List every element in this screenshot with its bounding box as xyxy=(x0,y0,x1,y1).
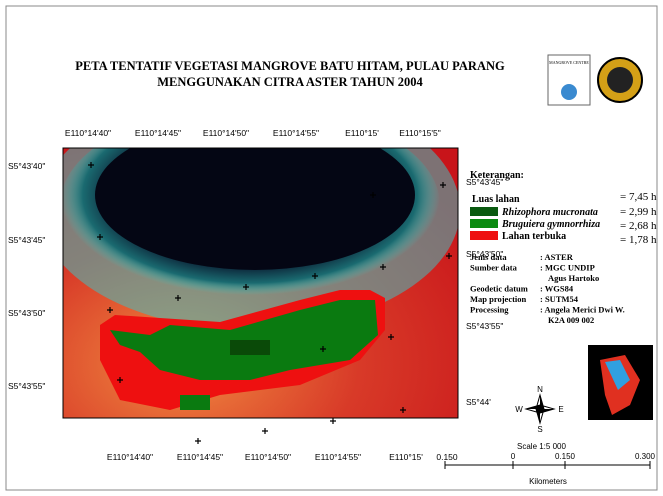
meta-value: : Angela Merici Dwi W. xyxy=(540,305,625,315)
coord-label: E110°14'50" xyxy=(203,128,249,138)
coord-label: S5°44' xyxy=(466,397,491,407)
scale-tick: 0.300 xyxy=(635,452,656,461)
legend-total-label: Luas lahan xyxy=(472,194,520,205)
coord-label: E110°15' xyxy=(345,128,379,138)
legend-label: Lahan terbuka xyxy=(502,231,566,242)
meta-value: Agus Hartoko xyxy=(548,273,599,283)
legend-label: Bruguiera gymnorrhiza xyxy=(501,219,600,230)
coord-label: S5°43'55" xyxy=(8,381,45,391)
legend-swatch xyxy=(470,231,498,240)
scale-tick: 0.150 xyxy=(555,452,576,461)
coord-label: E110°14'40" xyxy=(107,452,153,462)
coord-label: E110°14'45" xyxy=(135,128,181,138)
title: MENGGUNAKAN CITRA ASTER TAHUN 2004 xyxy=(157,75,423,89)
meta-label: Geodetic datum xyxy=(470,284,528,294)
map-page: PETA TENTATIF VEGETASI MANGROVE BATU HIT… xyxy=(0,0,663,496)
svg-text:N: N xyxy=(537,385,543,394)
coord-label: E110°15'5" xyxy=(399,128,440,138)
svg-text:W: W xyxy=(515,405,523,414)
legend-value: = 1,78 h xyxy=(620,234,657,246)
legend-value: = 2,68 h xyxy=(620,220,657,232)
meta-value: : MGC UNDIP xyxy=(540,263,595,273)
meta-value: : SUTM54 xyxy=(540,294,579,304)
coord-label: E110°14'55" xyxy=(315,452,361,462)
meta-value: : WGS84 xyxy=(540,284,574,294)
coord-label: 0.150 xyxy=(436,452,458,462)
legend-label: Rhizophora mucronata xyxy=(501,207,598,218)
legend-swatch xyxy=(470,207,498,216)
meta-value: K2A 009 002 xyxy=(548,315,594,325)
coord-label: E110°14'50" xyxy=(245,452,291,462)
title: PETA TENTATIF VEGETASI MANGROVE BATU HIT… xyxy=(75,59,505,73)
coord-label: S5°43'40" xyxy=(8,161,45,171)
meta-label: Jenis data xyxy=(470,252,507,262)
meta-label: Map projection xyxy=(470,294,527,304)
legend-heading: Keterangan: xyxy=(470,170,524,181)
svg-text:E: E xyxy=(558,405,563,414)
coord-label: E110°14'40" xyxy=(65,128,111,138)
svg-text:MANGROVE CENTRE: MANGROVE CENTRE xyxy=(549,60,589,65)
scale-title: Scale 1:5 000 xyxy=(517,442,566,451)
legend-total-value: = 7,45 h xyxy=(620,191,657,203)
scale-unit: Kilometers xyxy=(529,477,567,486)
coord-label: E110°14'45" xyxy=(177,452,223,462)
svg-text:S: S xyxy=(537,425,542,434)
inset-map xyxy=(588,345,653,420)
meta-value: : ASTER xyxy=(540,252,574,262)
coord-label: E110°14'55" xyxy=(273,128,319,138)
meta-label: Processing xyxy=(470,305,509,315)
coord-label: S5°43'50" xyxy=(8,308,45,318)
meta-label: Sumber data xyxy=(470,263,518,273)
legend-value: = 2,99 h xyxy=(620,206,657,218)
legend-swatch xyxy=(470,219,498,228)
coord-label: S5°43'45" xyxy=(8,235,45,245)
coord-label: E110°15' xyxy=(389,452,423,462)
scale-tick: 0 xyxy=(511,452,516,461)
coord-label: S5°43'55" xyxy=(466,321,503,331)
